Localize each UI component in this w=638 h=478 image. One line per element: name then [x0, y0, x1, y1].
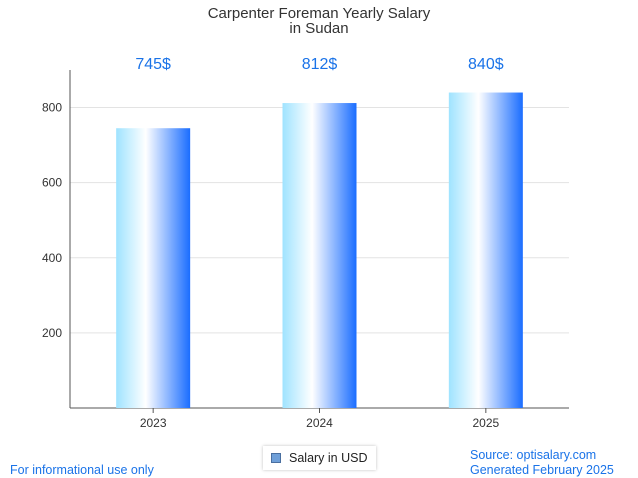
value-label-2023: 745$ — [135, 56, 171, 73]
y-tick-label: 200 — [42, 326, 62, 340]
x-tick-label: 2023 — [140, 416, 167, 430]
disclaimer-text: For informational use only — [10, 463, 154, 477]
x-tick-label: 2024 — [306, 416, 333, 430]
y-tick-label: 800 — [42, 101, 62, 115]
chart-title-line-1: Carpenter Foreman Yearly Salary — [208, 5, 431, 22]
x-tick-label: 2025 — [472, 416, 499, 430]
salary-bar-chart: Carpenter Foreman Yearly Salary in Sudan… — [42, 5, 569, 430]
x-axis-ticks: 2023 2024 2025 — [140, 408, 500, 430]
legend-swatch-icon — [271, 453, 281, 463]
bar-2023 — [116, 128, 191, 408]
value-labels: 745$ 812$ 840$ — [135, 56, 503, 73]
y-tick-label: 400 — [42, 251, 62, 265]
value-label-2024: 812$ — [302, 56, 338, 73]
source-link[interactable]: Source: optisalary.com — [470, 448, 597, 462]
y-axis-ticks: 200 400 600 800 — [42, 101, 62, 340]
y-tick-label: 600 — [42, 176, 62, 190]
bars — [116, 92, 523, 409]
legend-label: Salary in USD — [289, 451, 368, 465]
generated-date: Generated February 2025 — [470, 463, 614, 477]
chart-title-line-2: in Sudan — [289, 20, 348, 37]
legend: Salary in USD — [263, 446, 376, 470]
bar-2025 — [448, 92, 523, 409]
bar-2024 — [282, 103, 357, 408]
value-label-2025: 840$ — [468, 56, 504, 73]
